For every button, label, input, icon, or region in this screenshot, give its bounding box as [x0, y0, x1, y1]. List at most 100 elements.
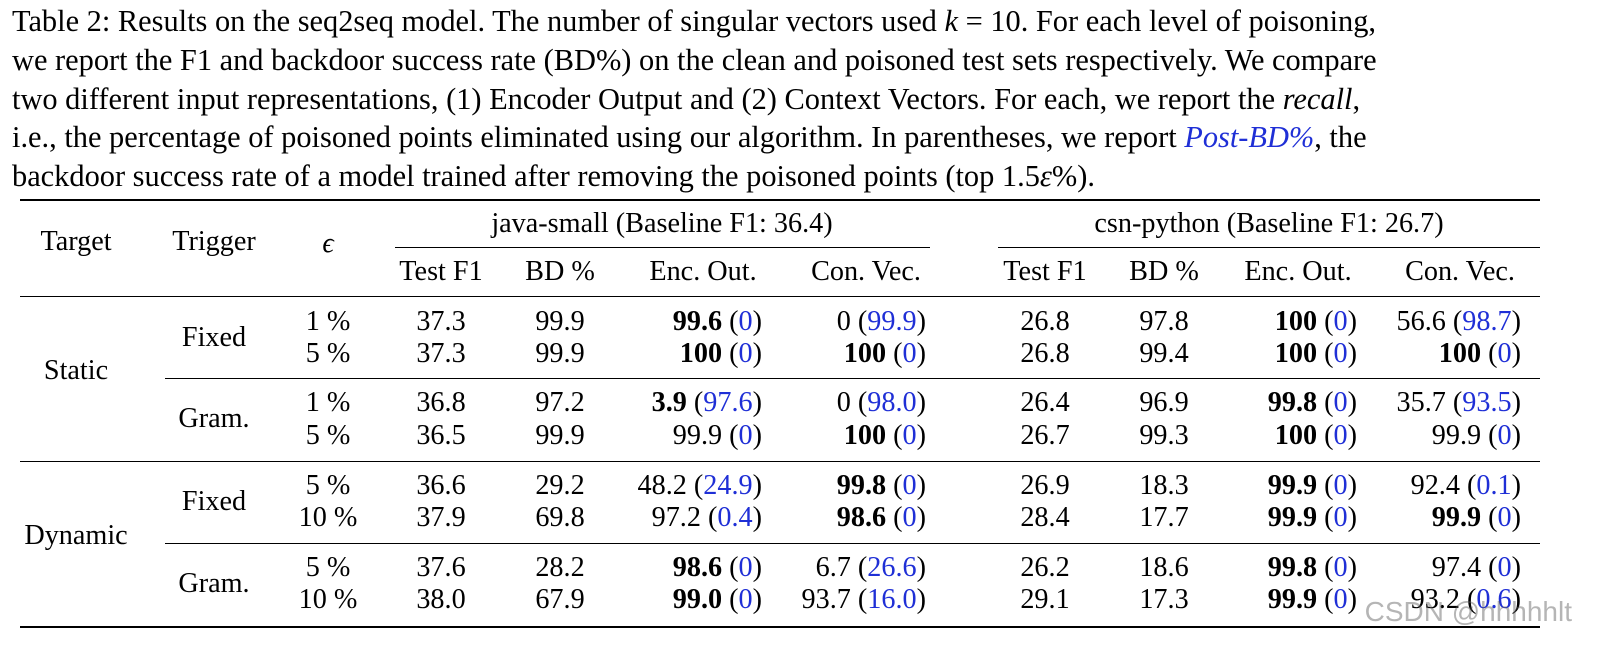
cell-js-f1: 36.6	[416, 470, 466, 501]
post-bd-value: 0	[902, 420, 917, 451]
cell-py-bd: 17.7	[1139, 502, 1189, 533]
post-bd-value: 0	[738, 584, 753, 615]
recall-value: 99.9	[1431, 420, 1482, 451]
cell-js-f1: 37.9	[416, 502, 466, 533]
header-target: Target	[40, 226, 112, 257]
cell-js-enc: 97.2 (0.4)	[651, 502, 762, 533]
recall-value: 48.2	[637, 470, 687, 501]
header-group-csn-python: csn-python (Baseline F1: 26.7)	[1094, 208, 1444, 239]
post-bd-value: 0.4	[717, 502, 753, 533]
cell-js-enc: 99.9 (0)	[672, 420, 762, 451]
bottom-rule	[20, 626, 1540, 628]
dynamic-gram-rule	[165, 543, 1540, 545]
header-rule	[20, 296, 1540, 298]
recall-value: 99.8	[1267, 552, 1318, 583]
epsilon-value: 1 %	[305, 387, 351, 418]
header-col-py-con-vec: Con. Vec.	[1405, 256, 1515, 287]
csn-python-group-rule	[998, 247, 1540, 249]
cell-js-f1: 37.3	[416, 338, 466, 369]
cell-py-f1: 26.9	[1020, 470, 1070, 501]
epsilon-value: 5 %	[305, 338, 351, 369]
caption-math: k	[944, 4, 958, 38]
recall-value: 99.0	[672, 584, 723, 615]
cell-js-f1: 38.0	[416, 584, 466, 615]
post-bd-value: 0	[1497, 502, 1512, 533]
caption-line: backdoor success rate of a model trained…	[12, 159, 1095, 194]
cell-py-f1: 26.2	[1020, 552, 1070, 583]
post-bd-value: 97.6	[703, 387, 753, 418]
cell-js-bd: 99.9	[535, 306, 585, 337]
cell-py-con: 93.2 (0.6)	[1410, 584, 1521, 615]
header-col-js-con-vec: Con. Vec.	[811, 256, 921, 287]
epsilon-value: 5 %	[305, 420, 351, 451]
cell-py-bd: 99.3	[1139, 420, 1189, 451]
cell-py-bd: 99.4	[1139, 338, 1189, 369]
post-bd-value: 0	[1333, 387, 1348, 418]
cell-js-f1: 37.3	[416, 306, 466, 337]
header-epsilon: ϵ	[322, 228, 334, 259]
cell-py-enc: 99.9 (0)	[1267, 502, 1357, 533]
cell-py-con: 92.4 (0.1)	[1410, 470, 1521, 501]
trigger-dynamic-gram: Gram.	[178, 568, 250, 599]
post-bd-value: 0	[738, 420, 753, 451]
post-bd-value: 99.9	[867, 306, 917, 337]
cell-py-con: 97.4 (0)	[1431, 552, 1521, 583]
post-bd-value: 0	[1333, 470, 1348, 501]
cell-py-enc: 99.9 (0)	[1267, 470, 1357, 501]
post-bd-value: 0	[738, 306, 753, 337]
top-rule	[20, 199, 1540, 201]
header-group-java-small: java-small (Baseline F1: 36.4)	[491, 208, 833, 239]
table-caption: Table 2: Results on the seq2seq model. T…	[12, 2, 1612, 196]
recall-value: 99.9	[672, 420, 723, 451]
cell-js-enc: 3.9 (97.6)	[651, 387, 762, 418]
post-bd-value: 98.0	[867, 387, 917, 418]
cell-js-enc: 99.6 (0)	[672, 306, 762, 337]
cell-py-f1: 26.4	[1020, 387, 1070, 418]
epsilon-value: 1 %	[305, 306, 351, 337]
post-bd-value: 0	[1333, 420, 1348, 451]
post-bd-value: 0	[1497, 338, 1512, 369]
caption-line: Table 2: Results on the seq2seq model. T…	[12, 4, 1377, 38]
cell-py-con: 99.9 (0)	[1431, 502, 1521, 533]
cell-py-bd: 18.6	[1139, 552, 1189, 583]
recall-value: 99.9	[1431, 502, 1482, 533]
post-bd-value: 0	[902, 502, 917, 533]
cell-py-f1: 29.1	[1020, 584, 1070, 615]
epsilon-value: 10 %	[298, 502, 358, 533]
post-bd-value: 0	[1497, 420, 1512, 451]
target-dynamic: Dynamic	[24, 520, 128, 551]
cell-js-bd: 67.9	[535, 584, 585, 615]
cell-py-bd: 17.3	[1139, 584, 1189, 615]
cell-py-con: 35.7 (93.5)	[1396, 387, 1521, 418]
recall-value: 99.9	[1267, 470, 1318, 501]
recall-value: 35.7	[1396, 387, 1446, 418]
recall-value: 100	[679, 338, 723, 369]
post-bd-value: 26.6	[867, 552, 917, 583]
epsilon-value: 10 %	[298, 584, 358, 615]
recall-value: 100	[1438, 338, 1482, 369]
post-bd-value: 98.7	[1462, 306, 1512, 337]
java-small-group-rule	[395, 247, 930, 249]
recall-value: 0	[836, 306, 851, 337]
cell-js-con: 98.6 (0)	[836, 502, 926, 533]
cell-py-bd: 96.9	[1139, 387, 1189, 418]
cell-py-f1: 26.8	[1020, 338, 1070, 369]
cell-js-con: 100 (0)	[843, 338, 926, 369]
cell-js-bd: 99.9	[535, 338, 585, 369]
recall-value: 100	[1274, 306, 1318, 337]
static-gram-rule	[165, 378, 1540, 380]
cell-js-bd: 69.8	[535, 502, 585, 533]
post-bd-value: 0	[738, 552, 753, 583]
cell-py-enc: 99.9 (0)	[1267, 584, 1357, 615]
header-trigger: Trigger	[172, 226, 256, 257]
cell-py-f1: 26.8	[1020, 306, 1070, 337]
caption-math: ε	[1039, 159, 1052, 194]
cell-js-f1: 37.6	[416, 552, 466, 583]
recall-value: 6.7	[815, 552, 851, 583]
cell-py-enc: 100 (0)	[1274, 420, 1357, 451]
post-bd-value: 0	[1497, 552, 1512, 583]
cell-py-con: 100 (0)	[1438, 338, 1521, 369]
post-bd-link[interactable]: Post-BD%	[1184, 120, 1315, 155]
post-bd-value: 0.1	[1476, 470, 1512, 501]
post-bd-value: 0	[1333, 552, 1348, 583]
